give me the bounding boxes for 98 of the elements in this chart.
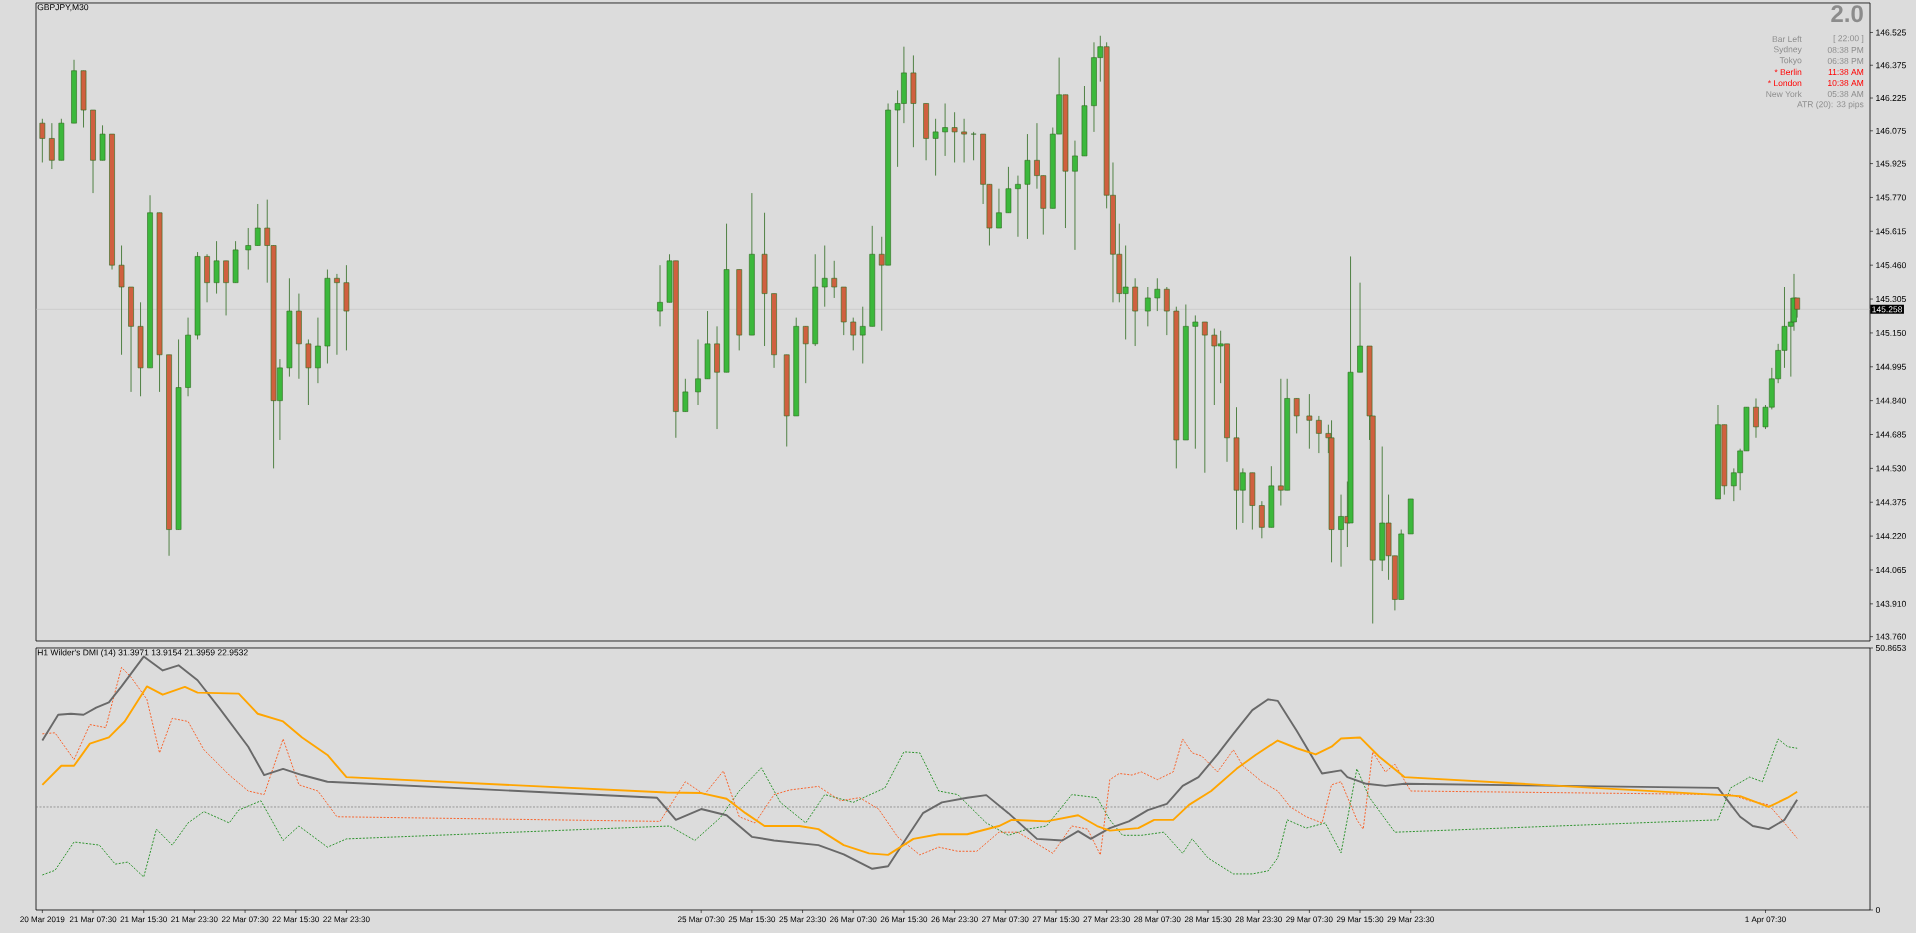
candlestick	[223, 260, 229, 316]
y-tick-label: 144.995	[1876, 363, 1906, 370]
candlestick	[850, 317, 857, 351]
x-tick-label: 22 Mar 23:30	[323, 916, 370, 923]
y-tick-label: 145.925	[1876, 160, 1906, 167]
candlestick	[1144, 286, 1151, 327]
x-tick-label: 26 Mar 07:30	[830, 916, 877, 923]
y-tick-label: 145.460	[1876, 262, 1906, 269]
x-tick-label: 25 Mar 07:30	[678, 916, 725, 923]
y-tick-label: 145.770	[1876, 194, 1906, 201]
annotation: 05:38 AM	[1827, 90, 1864, 97]
x-tick-label: 25 Mar 23:30	[779, 916, 826, 923]
y-tick-label: 144.065	[1876, 566, 1906, 573]
candlestick	[695, 339, 701, 406]
y-tick-label: 144.840	[1876, 397, 1906, 404]
x-tick-label: 26 Mar 23:30	[931, 916, 978, 923]
x-tick-label: 21 Mar 07:30	[69, 916, 117, 923]
candlestick	[245, 227, 252, 270]
candlestick	[1293, 398, 1300, 434]
y-tick-label: 146.225	[1876, 95, 1906, 102]
candlestick	[1202, 321, 1208, 474]
y-tick-label: 145.150	[1876, 329, 1906, 336]
candlestick	[1338, 494, 1344, 568]
candlestick	[961, 118, 967, 163]
candlestick	[802, 325, 809, 384]
x-tick-label: 29 Mar 23:30	[1387, 916, 1434, 923]
candlestick	[49, 122, 55, 170]
candlestick	[657, 264, 663, 327]
candlestick	[682, 378, 689, 412]
x-tick-label: 27 Mar 23:30	[1083, 916, 1130, 923]
x-tick-label: 22 Mar 15:30	[272, 916, 319, 923]
candlestick	[821, 245, 828, 308]
y-tick-label: 146.525	[1876, 29, 1906, 36]
x-tick-label: 28 Mar 07:30	[1134, 916, 1181, 923]
y-tick-label: 146.375	[1876, 62, 1906, 69]
y-tick-label: 143.760	[1876, 633, 1906, 640]
x-tick-label: 27 Mar 07:30	[982, 916, 1029, 923]
annotation: * Berlin	[1774, 68, 1802, 76]
candlestick	[942, 103, 948, 157]
x-tick-label: 21 Mar 23:30	[171, 916, 218, 923]
candlestick	[1306, 393, 1313, 450]
x-tick-label: 20 Mar 2019	[20, 916, 65, 923]
candlestick	[1192, 315, 1199, 450]
y-tick-label: 145.305	[1876, 296, 1906, 303]
candlestick	[859, 306, 866, 364]
candlestick	[831, 260, 838, 299]
y-tick-label: 145.615	[1876, 228, 1906, 235]
candlestick	[996, 188, 1002, 229]
x-tick-label: 29 Mar 15:30	[1336, 916, 1384, 923]
y-tick-label: 143.910	[1876, 600, 1906, 607]
chart-title: H1 Wilder's DMI (14) 31.3971 13.9154 21.3959 22.9532	[37, 649, 248, 658]
x-tick-label: 21 Mar 15:30	[120, 916, 167, 923]
line-series	[41, 738, 1798, 878]
annotation: 11:38 AM	[1828, 68, 1864, 75]
y-tick-label: 144.685	[1876, 431, 1906, 438]
annotation: 08:38 PM	[1827, 46, 1864, 53]
x-tick-label: 22 Mar 07:30	[221, 916, 269, 923]
x-tick-label: 26 Mar 15:30	[880, 916, 928, 923]
candlestick	[315, 317, 321, 384]
x-tick-label: 25 Mar 15:30	[728, 916, 776, 923]
annotation: 2.0	[1831, 5, 1863, 23]
x-tick-label: 27 Mar 15:30	[1032, 916, 1080, 923]
annotation: 06:38 PM	[1827, 57, 1864, 64]
annotation: Bar Left	[1772, 35, 1802, 43]
candlestick	[1015, 175, 1021, 238]
ref-line-label: 145.258	[1872, 306, 1903, 313]
y-tick-label: 0	[1875, 906, 1880, 913]
x-tick-label: 28 Mar 23:30	[1235, 916, 1282, 923]
candlestick	[39, 118, 46, 163]
candlestick	[1316, 415, 1322, 454]
x-tick-label: 29 Mar 07:30	[1286, 916, 1333, 923]
y-tick-label: 144.375	[1876, 499, 1906, 506]
annotation: 10:38 AM	[1828, 79, 1864, 86]
candlestick	[254, 203, 261, 246]
candlestick	[1154, 277, 1161, 312]
y-tick-label: 50.8653	[1875, 644, 1906, 651]
candlestick	[1163, 286, 1170, 336]
y-tick-label: 146.075	[1876, 127, 1906, 134]
candlestick	[118, 245, 125, 356]
annotation: ATR (20): 33 pips	[1797, 101, 1864, 109]
candlestick	[334, 273, 340, 356]
annotation: Tokyo	[1779, 57, 1802, 65]
annotation: Sydney	[1773, 46, 1802, 54]
candlestick	[213, 240, 220, 294]
chart-title: GBPJPY,M30	[37, 4, 89, 12]
candlestick	[932, 118, 939, 176]
y-tick-label: 144.220	[1876, 533, 1906, 540]
x-tick-label: 28 Mar 15:30	[1184, 916, 1232, 923]
x-tick-label: 1 Apr 07:30	[1745, 916, 1786, 924]
candlestick	[1072, 140, 1078, 251]
candlestick	[951, 111, 958, 163]
annotation: * London	[1767, 79, 1802, 87]
candlestick	[1259, 500, 1265, 539]
candlestick	[1753, 398, 1759, 439]
annotation: New York	[1766, 90, 1802, 98]
annotation: [ 22:00 ]	[1833, 35, 1864, 43]
y-tick-label: 144.530	[1876, 465, 1906, 472]
candlestick	[970, 131, 977, 161]
